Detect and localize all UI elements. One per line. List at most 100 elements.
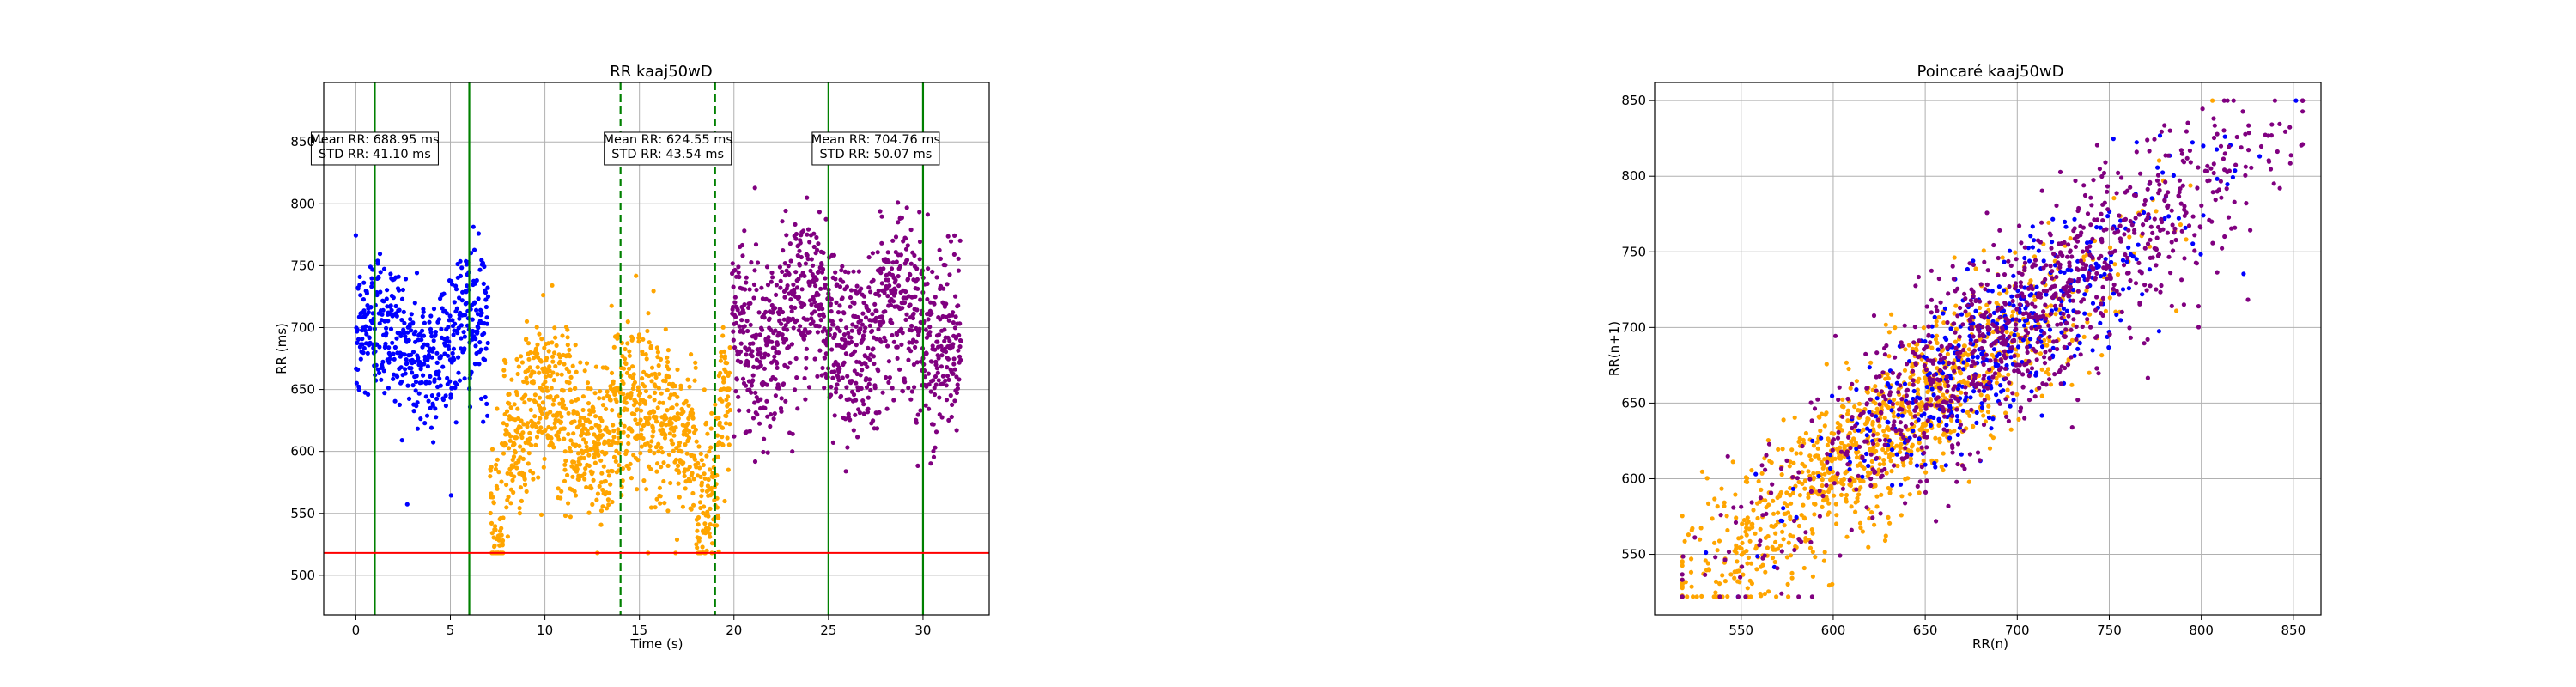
- poincare-data-point: [1838, 449, 1844, 454]
- poincare-data-point: [1924, 385, 1929, 390]
- rr-data-point: [702, 387, 707, 392]
- rr-data-point: [679, 449, 684, 454]
- rr-data-point: [562, 478, 568, 484]
- rr-data-point: [780, 309, 786, 315]
- poincare-data-point: [1903, 347, 1908, 352]
- poincare-data-point: [1933, 337, 1939, 342]
- poincare-chart-grid: [1655, 82, 2321, 615]
- rr-data-point: [428, 425, 434, 430]
- rr-data-point: [537, 331, 542, 337]
- rr-data-point: [621, 429, 626, 435]
- rr-data-point: [773, 306, 778, 311]
- poincare-data-point: [1957, 355, 1962, 360]
- poincare-data-point: [2087, 370, 2092, 375]
- rr-data-point: [504, 505, 509, 510]
- rr-data-point: [925, 212, 930, 217]
- rr-data-point: [643, 352, 648, 357]
- poincare-data-point: [2091, 178, 2096, 183]
- poincare-data-point: [2159, 216, 2164, 222]
- rr-data-point: [781, 340, 787, 345]
- rr-data-point: [593, 423, 598, 428]
- rr-data-point: [522, 400, 527, 405]
- poincare-data-point: [1719, 486, 1724, 491]
- rr-data-point: [659, 445, 664, 450]
- poincare-data-point: [1718, 513, 1723, 518]
- poincare-data-point: [2248, 228, 2253, 233]
- poincare-data-point: [1872, 522, 1877, 527]
- rr-ytick-label: 850: [290, 134, 315, 149]
- rr-data-point: [485, 294, 491, 299]
- rr-data-point: [686, 403, 691, 408]
- poincare-data-point: [1849, 527, 1854, 532]
- rr-data-point: [931, 422, 936, 427]
- poincare-data-point: [1857, 444, 1862, 450]
- poincare-data-point: [2185, 120, 2190, 125]
- rr-data-point: [957, 377, 962, 382]
- rr-data-point: [622, 423, 627, 429]
- poincare-data-point: [1923, 462, 1928, 467]
- rr-data-point: [574, 466, 580, 471]
- rr-data-point: [521, 379, 526, 384]
- rr-data-point: [636, 339, 641, 344]
- rr-data-point: [413, 388, 418, 393]
- poincare-data-point: [1911, 382, 1916, 387]
- rr-data-point: [957, 321, 963, 326]
- rr-data-point: [902, 236, 908, 241]
- annotation-text: STD RR: 50.07 ms: [819, 148, 932, 161]
- poincare-data-point: [1987, 300, 1992, 305]
- poincare-data-point: [1810, 438, 1815, 443]
- poincare-data-point: [1689, 584, 1694, 589]
- poincare-data-point: [1877, 402, 1882, 407]
- poincare-data-point: [1987, 367, 1992, 372]
- poincare-data-point: [1953, 303, 1959, 308]
- rr-data-point: [663, 432, 668, 437]
- poincare-data-point: [1956, 383, 1962, 388]
- rr-data-point: [726, 386, 732, 392]
- poincare-data-point: [2243, 173, 2248, 178]
- rr-data-point: [647, 444, 653, 449]
- poincare-data-point: [2078, 352, 2083, 357]
- poincare-data-point: [2230, 174, 2235, 180]
- poincare-data-point: [1986, 404, 1991, 409]
- rr-data-point: [665, 408, 670, 413]
- rr-data-point: [419, 380, 424, 385]
- rr-data-point: [731, 284, 736, 289]
- poincare-data-point: [1749, 468, 1754, 473]
- poincare-data-point: [2029, 389, 2034, 394]
- poincare-data-point: [2125, 255, 2130, 260]
- poincare-data-point: [1963, 385, 1968, 390]
- rr-data-point: [797, 263, 802, 268]
- poincare-data-point: [2103, 160, 2108, 165]
- rr-data-point: [951, 320, 956, 325]
- poincare-data-point: [1982, 398, 1987, 403]
- poincare-data-point: [2025, 344, 2030, 350]
- poincare-data-point: [2094, 225, 2099, 230]
- poincare-data-point: [2100, 284, 2105, 289]
- poincare-data-point: [2182, 204, 2187, 209]
- poincare-data-point: [1755, 515, 1760, 521]
- rr-data-point: [765, 283, 771, 288]
- poincare-data-point: [2176, 216, 2181, 221]
- rr-data-point: [361, 297, 366, 302]
- poincare-data-point: [2003, 410, 2008, 416]
- rr-data-point: [504, 423, 509, 428]
- rr-data-point: [848, 335, 854, 340]
- rr-data-point: [852, 368, 857, 374]
- poincare-data-point: [1844, 534, 1850, 539]
- poincare-data-point: [2128, 278, 2133, 283]
- rr-data-point: [854, 324, 859, 329]
- poincare-data-point: [1830, 469, 1835, 475]
- poincare-data-point: [2058, 269, 2063, 275]
- poincare-data-point: [1941, 414, 1947, 419]
- poincare-data-point: [1879, 492, 1884, 497]
- poincare-data-point: [2119, 175, 2124, 180]
- rr-data-point: [476, 296, 481, 301]
- rr-data-point: [765, 414, 770, 419]
- rr-data-point: [429, 393, 434, 398]
- rr-data-point: [495, 486, 500, 491]
- rr-data-point: [932, 386, 937, 391]
- rr-data-point: [646, 421, 651, 427]
- rr-xtick-label: 15: [631, 623, 647, 638]
- rr-data-point: [649, 365, 655, 370]
- poincare-data-point: [2090, 255, 2095, 260]
